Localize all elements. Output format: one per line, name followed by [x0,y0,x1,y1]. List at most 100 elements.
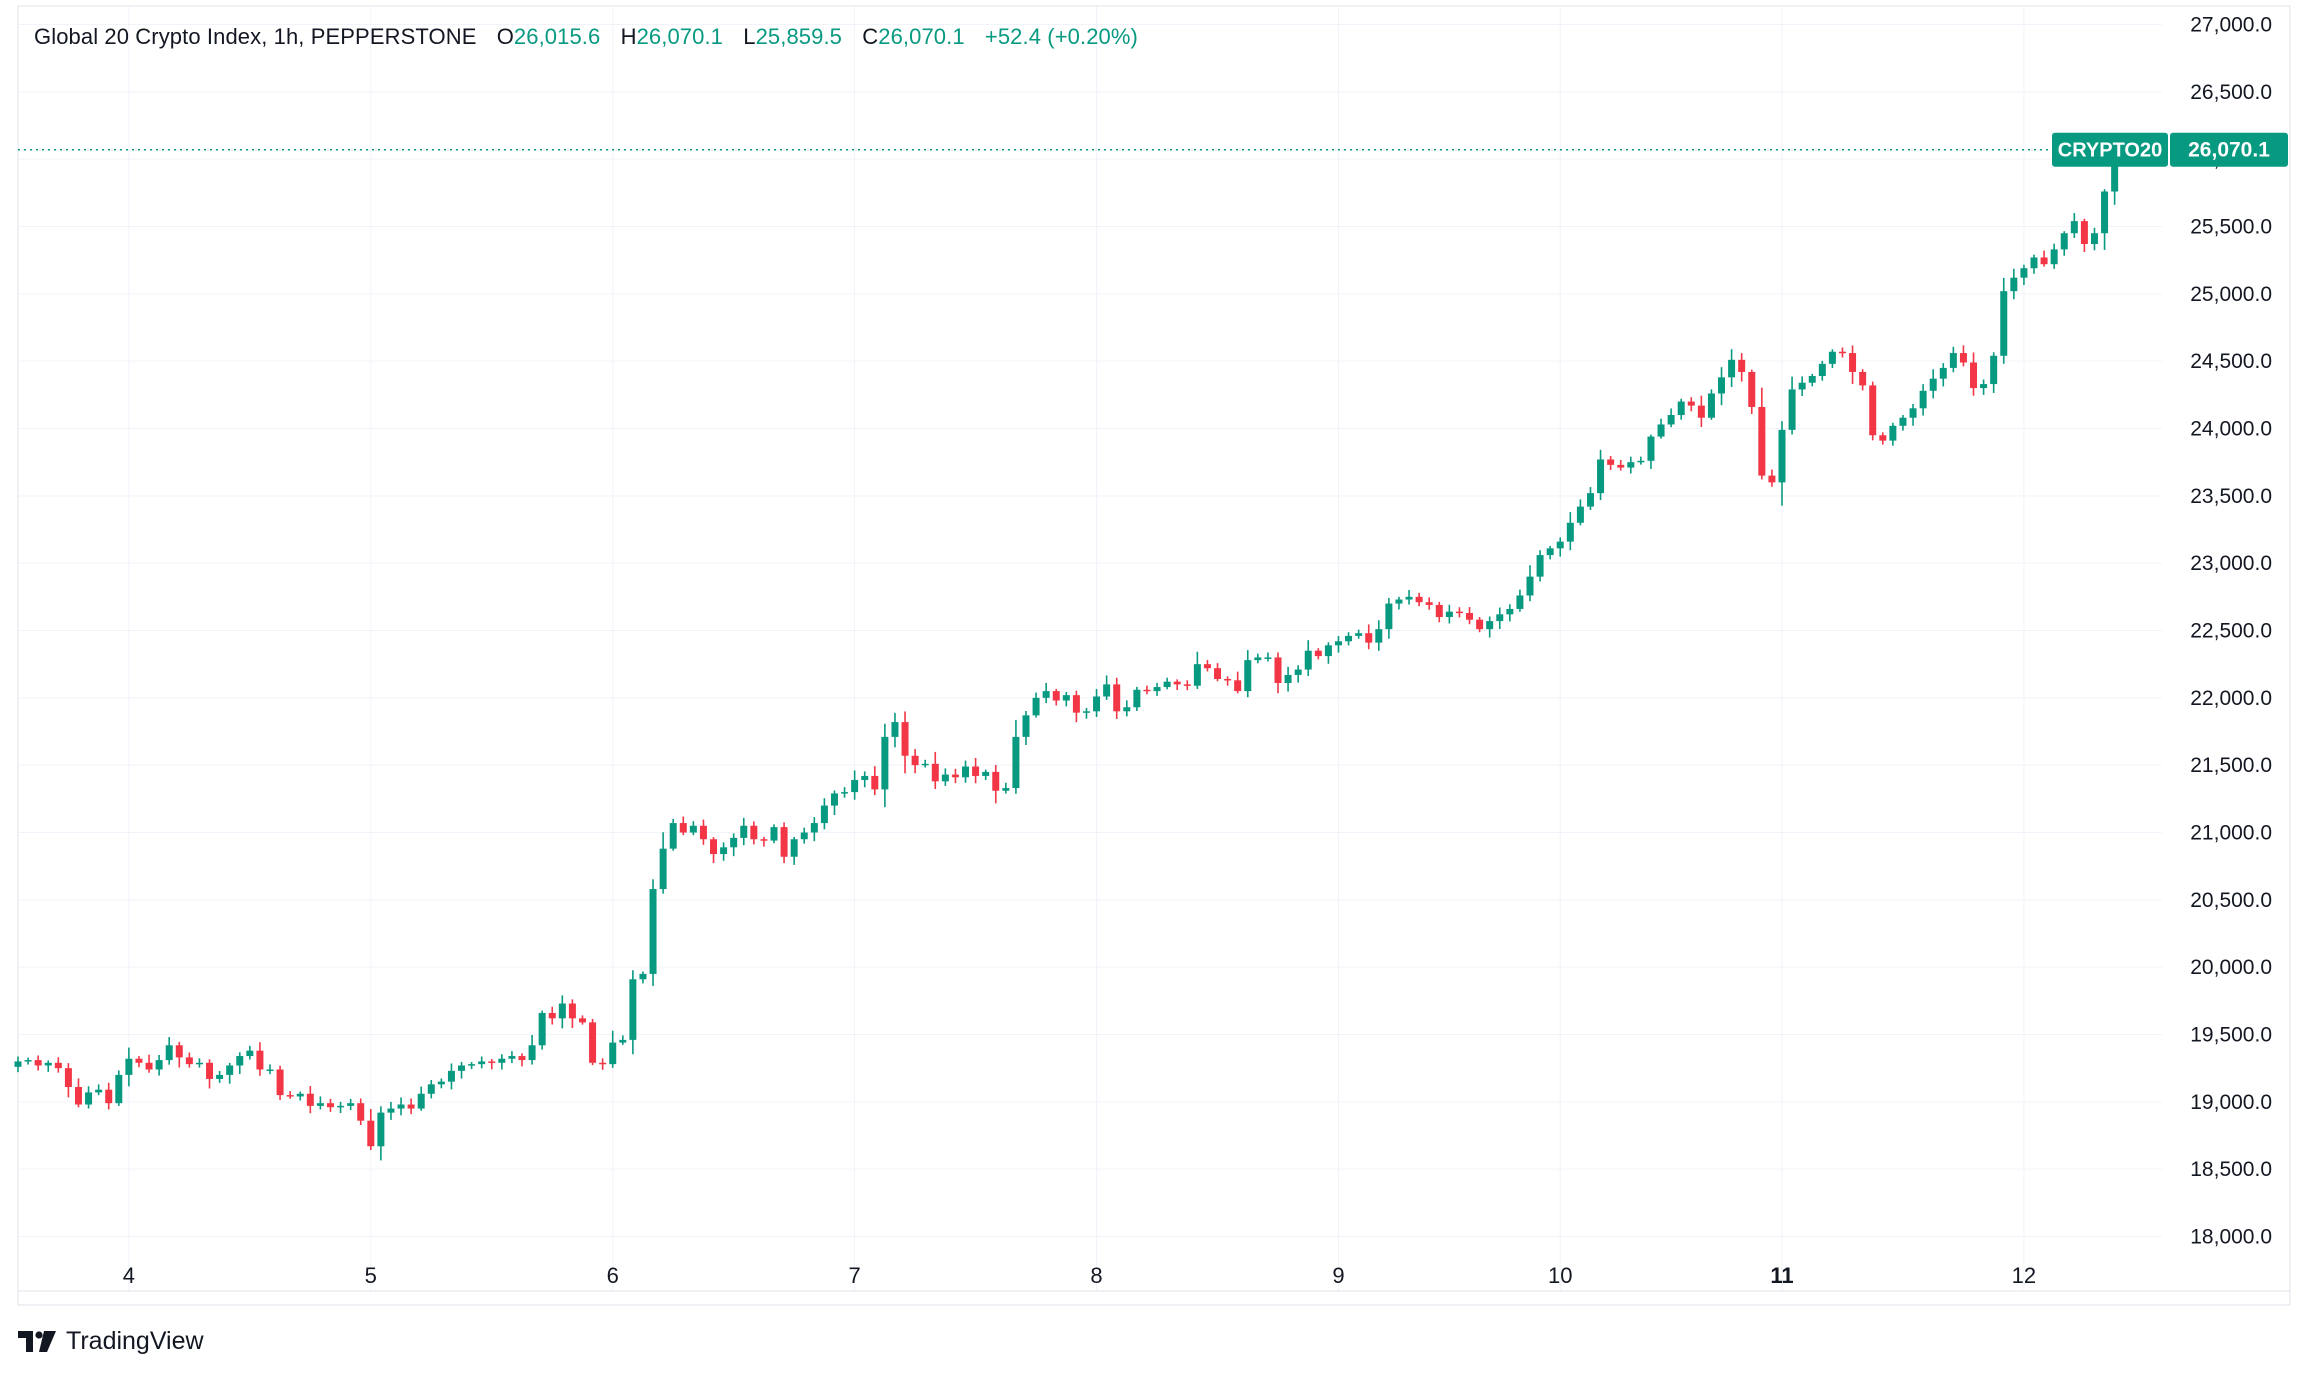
candle-body [1274,657,1282,684]
candle [1748,369,1756,415]
candle-body [286,1095,294,1097]
candle [1506,604,1514,622]
candle [1808,373,1816,387]
candle [1355,629,1363,639]
high-label: H [620,24,637,49]
candle [2070,213,2078,238]
candle-body [478,1061,486,1065]
candle [710,837,718,864]
candle [145,1054,153,1073]
time-tick-label: 6 [607,1263,619,1288]
candle [74,1078,82,1108]
candle [1566,512,1574,551]
candle-body [397,1104,405,1109]
candle-body [1828,351,1836,364]
candle-body [357,1103,365,1121]
candle [498,1054,506,1070]
candle [1385,597,1393,639]
candle-body [740,825,748,838]
price-tick-label: 21,000.0 [2190,822,2272,845]
candle [1798,376,1806,396]
candle-body [1506,608,1514,615]
candle [135,1056,143,1068]
candle [1647,434,1655,469]
price-tick-label: 20,000.0 [2190,956,2272,979]
candle [649,879,657,986]
candle-body [1002,788,1010,791]
candle [941,768,949,786]
candle [830,790,838,816]
candle-body [95,1089,103,1093]
candle-body [1203,664,1211,669]
candle-body [1425,602,1433,605]
candle [1022,711,1030,746]
candle-body [296,1093,304,1097]
candle-body [629,979,637,1040]
chart-border [17,5,2291,1306]
price-tick-label: 25,500.0 [2190,216,2272,239]
candle [538,1010,546,1050]
candle-body [1062,695,1070,701]
price-tick-label: 27,000.0 [2190,14,2272,37]
close-label: C [862,24,879,49]
candle-body [105,1089,113,1104]
candle [548,1006,556,1025]
time-tick-label: 7 [849,1263,861,1288]
candle [1970,352,1978,396]
candle-body [125,1058,133,1075]
candle-body [1677,401,1685,416]
candle [578,1015,586,1025]
candle-body [568,1003,576,1019]
candle-body [206,1062,214,1079]
candle [1334,636,1342,653]
candle [1879,432,1887,445]
candle-body [1949,353,1957,368]
candle-body [1909,408,1917,418]
candle-body [1072,695,1080,713]
candle-body [337,1105,345,1108]
candle-body [326,1103,334,1108]
candle [1203,659,1211,672]
candle [1768,469,1776,487]
candle [2090,227,2098,251]
candle-body [1103,684,1111,697]
tradingview-logo[interactable]: TradingView [18,1327,204,1356]
candle-body [1637,460,1645,463]
candle-body [1234,680,1242,692]
candle-body [901,722,909,756]
candle [911,749,919,774]
candle [1345,632,1353,646]
candle [1173,679,1181,691]
candle [1002,782,1010,794]
candle-body [810,823,818,833]
candle-body [1778,429,1786,483]
candle [326,1098,334,1112]
candle [1264,652,1272,662]
candle [367,1109,375,1151]
candle-body [841,792,849,794]
candle-body [185,1057,193,1065]
candle [1869,381,1877,441]
candle-body [407,1104,415,1109]
candle [337,1101,345,1114]
symbol-legend[interactable]: Global 20 Crypto Index, 1h, PEPPERSTONE … [34,24,1138,50]
candle-body [619,1039,627,1043]
candle [1728,349,1736,387]
candle [1536,550,1544,582]
candle [750,821,758,845]
candle-body [1849,353,1857,372]
candle-body [377,1112,385,1147]
candle-body [1959,353,1967,363]
candle [1818,360,1826,381]
open-value: 26,015.6 [513,24,601,49]
candle-body [226,1065,234,1075]
candle [1395,596,1403,610]
candle [951,768,959,784]
candle-body [790,839,798,857]
candle-body [135,1058,143,1063]
candle [1455,607,1463,618]
candle [1093,688,1101,717]
time-tick-label: 9 [1332,1263,1344,1288]
candle [962,760,970,783]
